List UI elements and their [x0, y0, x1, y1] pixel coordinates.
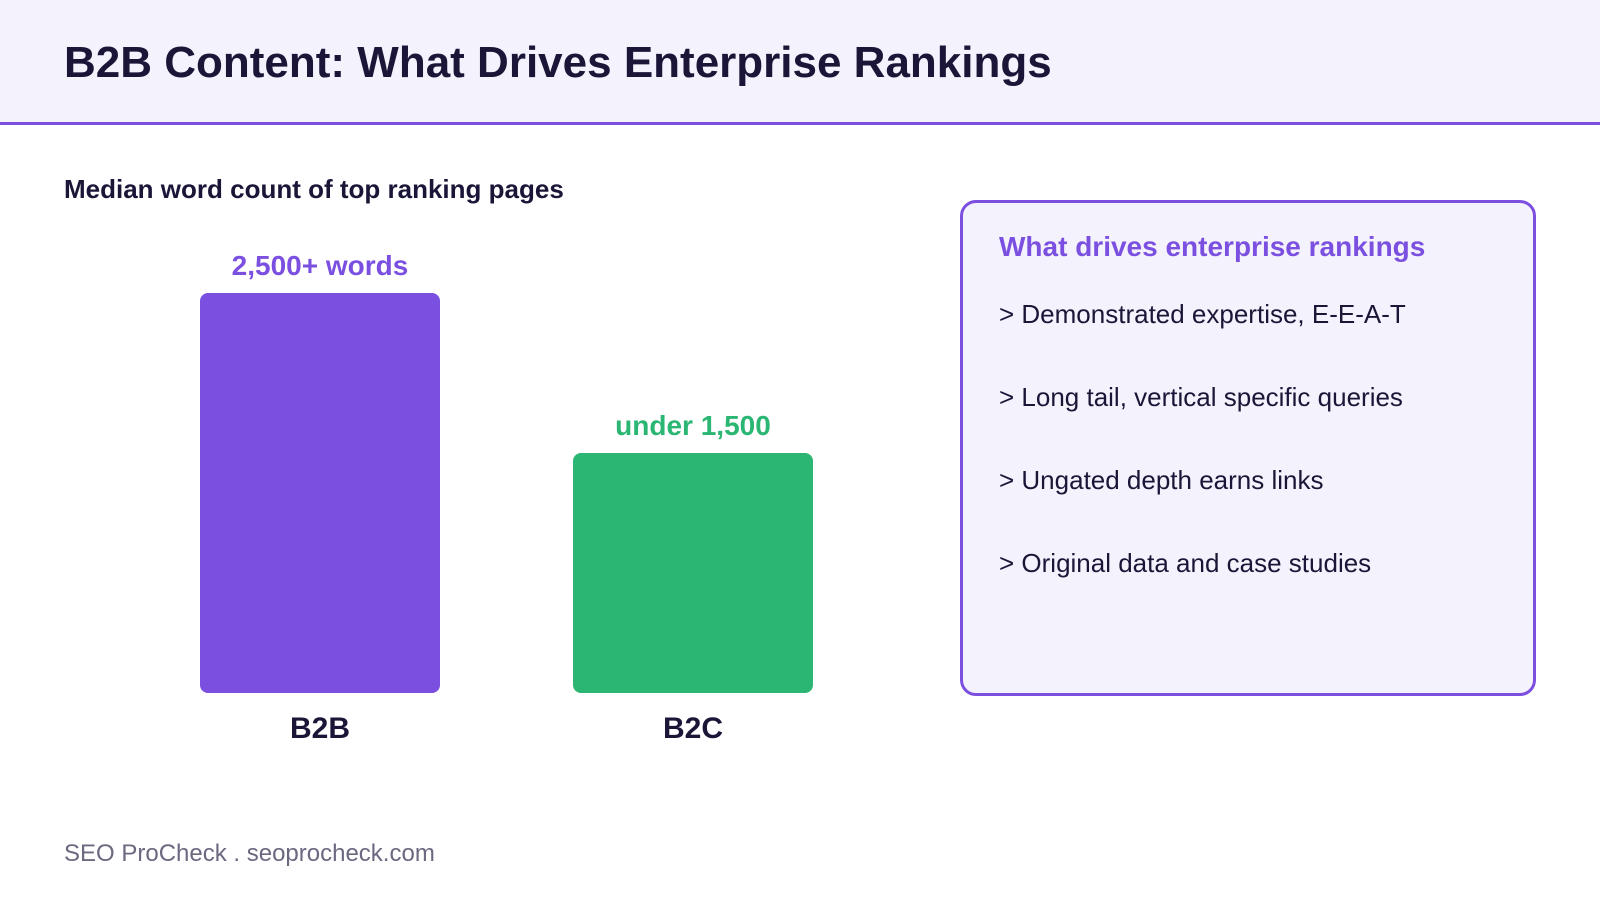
data-label: 2,500+ words [232, 250, 409, 281]
callout-item: > Demonstrated expertise, E-E-A-T [999, 299, 1406, 329]
category-label: B2C [663, 712, 723, 745]
category-label: B2B [290, 712, 350, 745]
header-bar: B2B Content: What Drives Enterprise Rank… [0, 0, 1600, 125]
bar-chart: 2,500+ words B2B under 1,500 B2C [200, 250, 813, 745]
page-title: B2B Content: What Drives Enterprise Rank… [64, 38, 1052, 87]
callout-item: > Long tail, vertical specific queries [999, 382, 1403, 412]
callout-item: > Original data and case studies [999, 548, 1372, 578]
callout-panel: What drives enterprise rankings > Demons… [960, 200, 1536, 696]
callout-list: > Demonstrated expertise, E-E-A-T > Long… [999, 299, 1406, 631]
bar-b2b [200, 293, 440, 693]
callout-item: > Ungated depth earns links [999, 465, 1324, 495]
data-label: under 1,500 [615, 410, 771, 441]
callout-title: What drives enterprise rankings [999, 231, 1426, 262]
footer-credit: SEO ProCheck . seoprocheck.com [64, 840, 435, 867]
bar-b2c [573, 453, 813, 693]
chart-title: Median word count of top ranking pages [64, 174, 564, 204]
